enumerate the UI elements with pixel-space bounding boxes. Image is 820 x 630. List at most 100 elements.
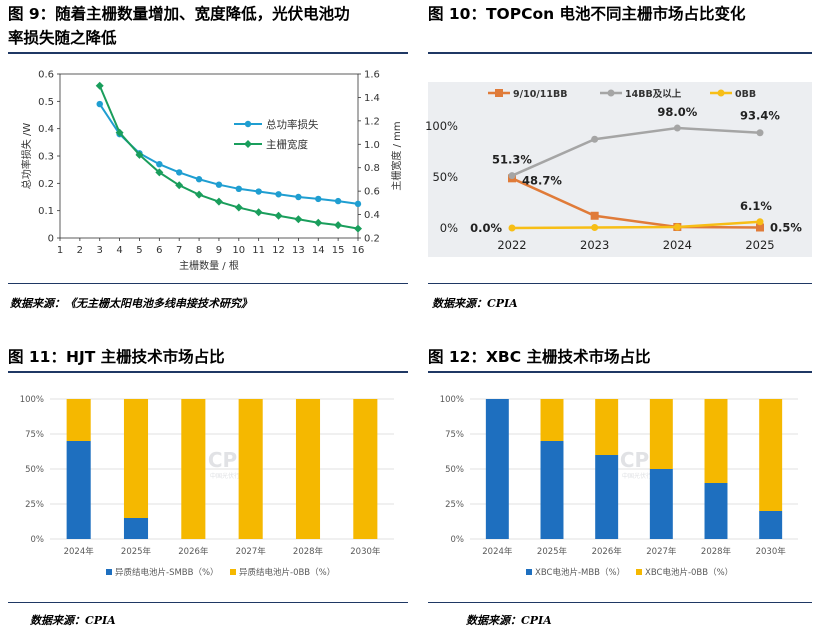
fig10-data-label: 0.5% (770, 220, 802, 234)
fig12-bar-b (595, 399, 619, 455)
fig9-x-tick-label: 15 (332, 245, 345, 256)
fig9-legend-label: 主栅宽度 (266, 138, 308, 151)
fig9-x-tick-label: 4 (116, 245, 122, 256)
fig9-point-width (334, 221, 343, 230)
fig10-series-line-0bb (511, 220, 761, 230)
fig9-point-loss (156, 161, 163, 168)
fig9-point-loss (334, 197, 342, 205)
fig11-y-tick-label: 25% (25, 500, 44, 510)
fig10-data-label: 93.4% (740, 109, 780, 123)
fig9-chart: 1 2 3 4 5 6 7 8 9 10 11 12 13 14 15 1600.10.20.30.40.50… (20, 70, 403, 273)
fig10-point-14bb-plus (591, 135, 599, 143)
fig12-x-tick-label: 2030年 (756, 546, 787, 557)
fig9-y-tick-label: 0.5 (38, 97, 54, 108)
fig12-y-tick-label: 100% (440, 395, 464, 405)
fig10-point-0bb (591, 223, 599, 231)
fig9-title: 图 9：随着主栅数量增加、宽度降低，光伏电池功 率损失随之降低 (8, 2, 350, 50)
fig12-bar-a (485, 399, 509, 539)
fig11-x-tick-label: 2025年 (121, 546, 152, 557)
fig9-x-tick-label: 3 (97, 245, 103, 256)
fig9-y2-tick-label: 0.8 (364, 163, 380, 174)
fig9-point-width (214, 197, 223, 206)
fig9-point-loss (255, 188, 262, 195)
fig10-data-label: 0.0% (470, 221, 502, 235)
fig11-y-tick-label: 100% (20, 395, 44, 405)
fig9-point-loss (315, 195, 322, 203)
fig10-legend-marker (607, 89, 615, 97)
fig11-legend-swatch (230, 569, 236, 575)
fig10-point-9-10-11bb (590, 211, 599, 220)
fig9-legend-marker (244, 140, 252, 148)
fig10-x-tick-label: 2022 (497, 238, 526, 252)
fig9-y2-tick-label: 0.4 (364, 210, 380, 221)
fig9-x-axis-label: 主栅数量 / 根 (179, 259, 239, 272)
fig9-point-width (195, 190, 204, 199)
fig11-bottom-rule (8, 602, 408, 603)
fig10-series-line-14bb-plus (511, 126, 761, 177)
fig9-x-tick-label: 11 (252, 245, 265, 256)
fig9-point-loss (176, 169, 183, 176)
fig12-source: 数据来源：CPIA (466, 614, 552, 627)
fig9-point-loss (354, 200, 362, 208)
fig12-x-tick-label: 2027年 (646, 546, 677, 557)
fig10-chart: 0% 50% 100% 2022 2023 2024 2025 9/10/11BB 14BB及以… (425, 82, 812, 257)
fig11-bar-b (66, 399, 91, 441)
fig9-point-width (274, 211, 283, 220)
fig9-point-loss (275, 191, 282, 198)
fig9-y-tick-label: 0.4 (38, 124, 54, 135)
fig12-bar-a (759, 511, 783, 539)
fig9-x-tick-label: 14 (312, 245, 325, 256)
fig9-point-loss (235, 185, 242, 192)
fig9-y-tick-label: 0 (48, 234, 54, 245)
fig9-point-loss (215, 181, 223, 188)
fig9-point-width (115, 128, 124, 137)
fig12-title: 图 12：XBC 主栅技术市场占比 (428, 348, 651, 366)
fig9-source: 数据来源：《无主栅太阳电池多线串接技术研究》 (10, 297, 252, 310)
fig9-point-loss (195, 176, 203, 183)
fig12-legend-label: XBC电池片-0BB（%） (645, 567, 733, 578)
fig11-x-tick-label: 2028年 (293, 546, 324, 557)
fig11-x-tick-label: 2027年 (236, 546, 267, 557)
fig9-point-width (254, 208, 263, 217)
fig9-x-tick-label: 8 (196, 245, 202, 256)
fig9-point-width (314, 218, 323, 227)
fig12-top-rule (428, 371, 812, 373)
fig12-x-tick-label: 2028年 (701, 546, 732, 557)
fig11-bar-b (238, 399, 263, 539)
fig12-bar-b (540, 399, 564, 441)
fig9-y2-tick-label: 0.2 (364, 234, 380, 245)
fig9-title-line2: 率损失随之降低 (8, 29, 117, 47)
fig10-x-tick-label: 2023 (580, 238, 609, 252)
fig9-y-axis-label: 总功率损失 /W (20, 123, 33, 190)
fig12-bottom-rule (428, 602, 812, 603)
fig12-bar-b (704, 399, 728, 483)
fig9-y2-tick-label: 1.6 (364, 70, 380, 81)
fig10-data-label: 51.3% (492, 153, 532, 167)
fig10-legend-marker (717, 89, 725, 97)
fig10-bottom-rule (428, 283, 812, 284)
fig12-x-tick-label: 2025年 (537, 546, 568, 557)
fig9-x-tick-label: 13 (292, 245, 305, 256)
fig10-legend-label: 0BB (735, 89, 756, 100)
fig12-y-tick-label: 25% (445, 500, 464, 510)
fig9-y-tick-label: 0.6 (38, 70, 54, 81)
fig11-bar-a (123, 518, 149, 539)
fig12-bar-b (649, 399, 673, 469)
fig12-watermark-sub: 中国光伏行业协会 (622, 472, 670, 480)
fig9-y-tick-label: 0.2 (38, 179, 54, 190)
fig9-y2-axis-label: 主栅宽度 / mm (390, 121, 403, 190)
fig9-x-tick-label: 2 (77, 245, 83, 256)
fig11-y-tick-label: 0% (31, 535, 45, 545)
fig9-legend-label: 总功率损失 (266, 118, 319, 131)
fig10-title: 图 10：TOPCon 电池不同主栅市场占比变化 (428, 5, 746, 23)
fig9-x-tick-label: 9 (216, 245, 222, 256)
fig12-bar-a (595, 455, 619, 539)
fig12-bar-b (759, 399, 783, 511)
fig9-legend-marker (244, 120, 252, 128)
fig10-legend-marker (495, 89, 503, 97)
fig12-legend-swatch (636, 569, 642, 575)
fig12-y-tick-label: 50% (445, 465, 464, 475)
fig12-bar-a (540, 441, 564, 539)
